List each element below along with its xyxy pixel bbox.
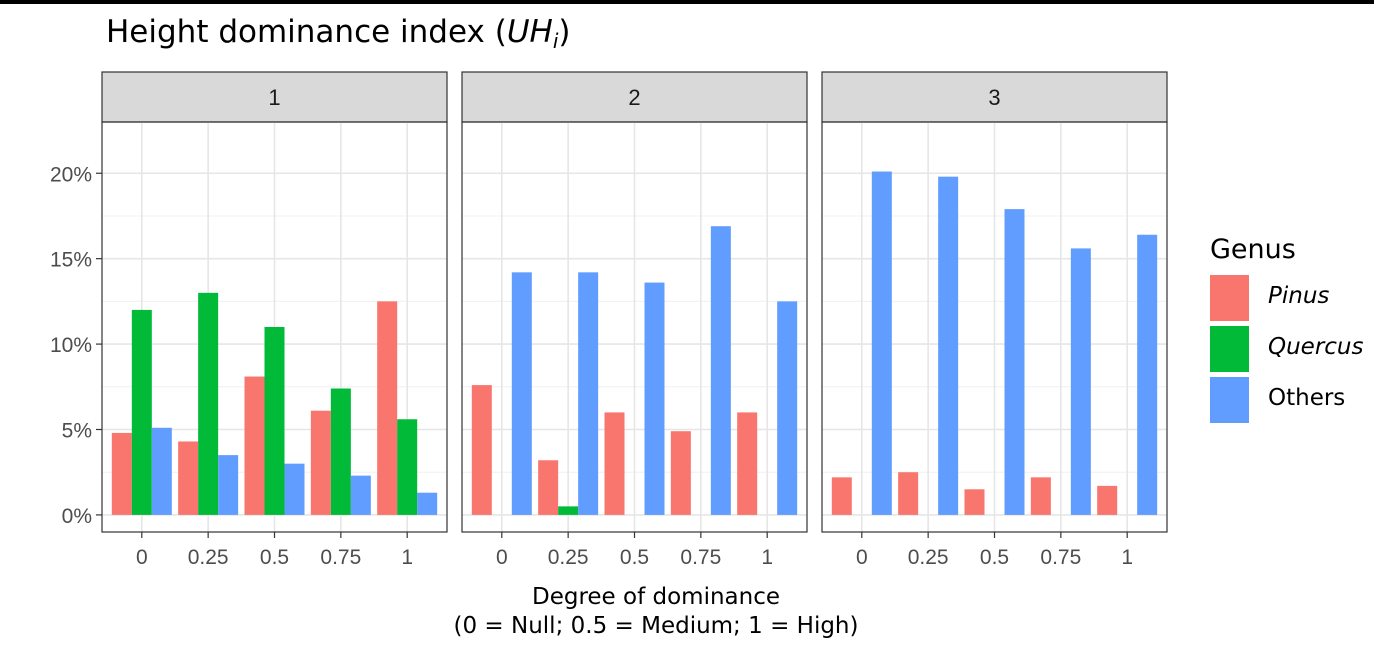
x-tick-label: 1: [1121, 546, 1133, 569]
bar-pinus-p3-c4: [1097, 485, 1118, 515]
x-tick-label: 0: [496, 546, 508, 569]
bar-others-p3-c1: [938, 176, 959, 515]
y-tick-label: 15%: [50, 249, 92, 272]
x-tick-label: 0.5: [980, 546, 1009, 569]
bar-others-p1-c4: [417, 492, 438, 515]
bar-others-p3-c2: [1004, 209, 1025, 515]
legend-key-pinus: [1210, 275, 1249, 321]
bar-others-p3-c4: [1137, 234, 1158, 515]
x-tick-label: 0.75: [1040, 546, 1081, 569]
legend-label-pinus: Pinus: [1268, 283, 1330, 309]
bar-pinus-p2-c1: [538, 460, 559, 515]
bar-others-p1-c3: [350, 475, 371, 515]
facet-strip-label-3: 3: [988, 85, 1000, 110]
bar-quercus-p2-c1: [558, 506, 579, 515]
bar-others-p1-c2: [284, 463, 305, 515]
chart-title-close: ): [558, 14, 571, 50]
x-tick-label: 0.5: [620, 546, 649, 569]
facet-strip-3: [821, 71, 1168, 123]
bar-pinus-p3-c0: [831, 477, 852, 515]
y-tick-label: 20%: [50, 163, 92, 186]
bar-quercus-p1-c3: [330, 388, 351, 515]
bar-pinus-p1-c3: [310, 410, 331, 515]
chart-title-symbol: UH: [506, 14, 553, 50]
legend: Genus Pinus Quercus Others: [1210, 234, 1364, 428]
legend-key-quercus: [1210, 326, 1249, 372]
x-tick-label: 1: [401, 546, 413, 569]
x-tick-label: 0.25: [548, 546, 589, 569]
x-tick-label: 0.75: [320, 546, 361, 569]
bar-pinus-p2-c4: [737, 412, 758, 515]
facet-strip-label-1: 1: [268, 85, 280, 110]
y-tick-label: 0%: [62, 505, 92, 528]
bar-others-p1-c1: [218, 455, 239, 515]
bar-pinus-p1-c4: [377, 301, 398, 515]
facet-strip-label-2: 2: [628, 85, 640, 110]
bar-pinus-p2-c0: [471, 385, 492, 515]
bar-quercus-p1-c1: [198, 292, 219, 515]
bar-pinus-p2-c3: [670, 431, 691, 515]
legend-item-quercus: Quercus: [1210, 326, 1364, 377]
top-border-line: [0, 0, 1374, 4]
x-axis-label: Degree of dominance (0 = Null; 0.5 = Med…: [356, 583, 956, 641]
bar-others-p2-c0: [511, 272, 532, 515]
bar-others-p2-c4: [777, 301, 798, 515]
y-tick-label: 10%: [50, 334, 92, 357]
x-axis-label-line1: Degree of dominance: [531, 584, 780, 610]
bar-others-p3-c0: [871, 171, 892, 515]
bar-quercus-p1-c4: [397, 419, 418, 515]
bar-others-p1-c0: [151, 427, 172, 515]
bar-others-p2-c3: [710, 226, 731, 515]
legend-item-others: Others: [1210, 377, 1345, 428]
chart-title: Height dominance index (UHi): [106, 14, 571, 53]
legend-label-others: Others: [1268, 385, 1346, 411]
legend-label-quercus: Quercus: [1268, 334, 1364, 360]
bar-pinus-p3-c1: [898, 472, 919, 515]
bar-pinus-p1-c0: [111, 432, 132, 515]
x-tick-label: 0.25: [188, 546, 229, 569]
facet-strip-2: [461, 71, 808, 123]
x-tick-label: 0.25: [908, 546, 949, 569]
y-tick-label: 5%: [62, 420, 92, 443]
bar-others-p3-c3: [1070, 248, 1091, 515]
bar-pinus-p3-c2: [964, 489, 985, 515]
bar-pinus-p1-c2: [244, 376, 265, 515]
x-axis-label-line2: (0 = Null; 0.5 = Medium; 1 = High): [453, 613, 859, 639]
bar-others-p2-c1: [578, 272, 599, 515]
chart-title-subscript: i: [552, 29, 559, 53]
x-tick-label: 0: [136, 546, 148, 569]
bar-pinus-p3-c3: [1030, 477, 1051, 515]
x-tick-label: 1: [761, 546, 773, 569]
legend-title: Genus: [1210, 234, 1296, 265]
bar-pinus-p1-c1: [178, 441, 199, 515]
chart-title-text: Height dominance index (: [106, 14, 507, 50]
bar-quercus-p1-c2: [264, 327, 285, 515]
legend-item-pinus: Pinus: [1210, 275, 1329, 326]
bar-quercus-p1-c0: [131, 309, 152, 515]
x-tick-label: 0.75: [680, 546, 721, 569]
bar-pinus-p2-c2: [604, 412, 625, 515]
x-tick-label: 0: [856, 546, 868, 569]
bar-others-p2-c2: [644, 282, 665, 515]
x-tick-label: 0.5: [260, 546, 289, 569]
legend-key-others: [1210, 377, 1249, 423]
